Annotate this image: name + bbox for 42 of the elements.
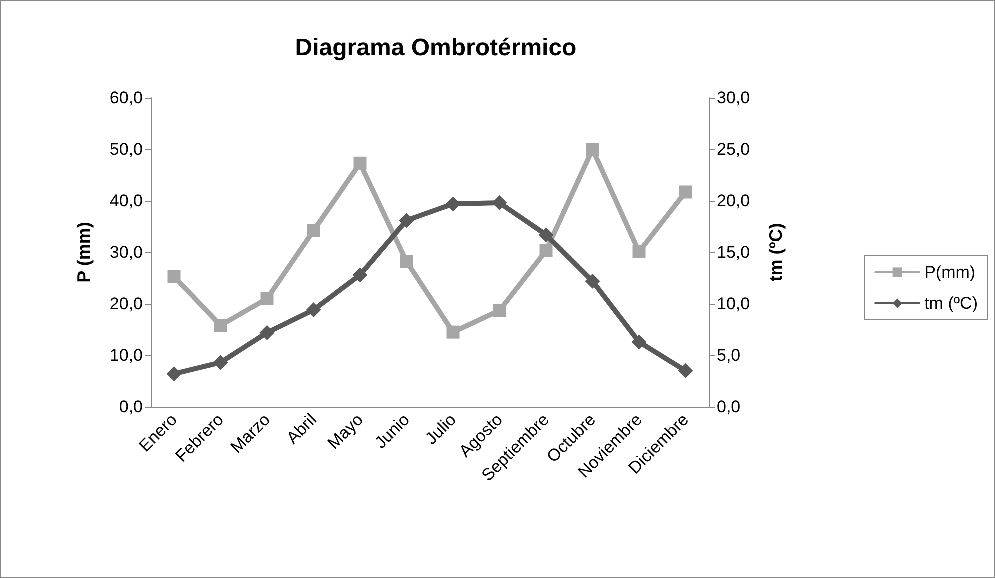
point xyxy=(213,355,228,370)
y-tick-label: 10,0 xyxy=(110,346,143,365)
point xyxy=(493,304,506,318)
point xyxy=(679,186,692,199)
point xyxy=(632,245,646,258)
legend-label: tm (ºC) xyxy=(924,294,978,313)
y-tick-label: 0,0 xyxy=(119,398,143,416)
y-tick-label: 60,0 xyxy=(110,88,143,108)
point xyxy=(260,325,275,340)
y-axis-title: P (mm) xyxy=(74,222,94,283)
point xyxy=(538,227,554,242)
point xyxy=(446,326,460,339)
y2-tick-label: 15,0 xyxy=(717,243,750,262)
point xyxy=(166,366,182,382)
y2-tick-label: 30,0 xyxy=(717,88,750,108)
point xyxy=(586,143,600,156)
point xyxy=(306,302,322,318)
y-tick-label: 50,0 xyxy=(110,140,143,159)
legend-label: P(mm) xyxy=(924,263,976,282)
point xyxy=(400,255,414,268)
point xyxy=(632,334,647,350)
y-tick-label: 30,0 xyxy=(110,243,143,262)
point xyxy=(307,224,320,238)
y2-tick-label: 25,0 xyxy=(717,140,750,159)
point xyxy=(260,292,274,306)
point xyxy=(214,319,228,332)
y-tick-label: 20,0 xyxy=(110,294,143,314)
point xyxy=(168,270,181,284)
point xyxy=(585,274,600,289)
y-tick-label: 40,0 xyxy=(110,192,143,210)
point xyxy=(352,268,368,283)
y2-tick-label: 10,0 xyxy=(717,294,750,314)
y2-tick-label: 0,0 xyxy=(717,398,741,416)
x-tick-label: Julio xyxy=(422,410,460,448)
chart-title: Diagrama Ombrotérmico xyxy=(295,34,577,62)
y2-tick-label: 20,0 xyxy=(717,192,750,210)
y2-tick-label: 5,0 xyxy=(717,346,741,365)
y2-axis-title: tm (ºC) xyxy=(766,223,786,282)
point xyxy=(540,244,553,258)
point xyxy=(354,156,367,170)
point xyxy=(678,363,694,378)
point xyxy=(399,213,414,228)
